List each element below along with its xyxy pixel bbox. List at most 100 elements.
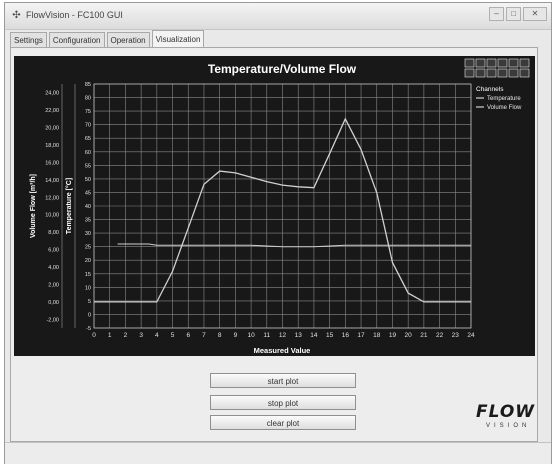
x-tick-label: 10 [247, 332, 255, 339]
flow-tick-label: 24,00 [45, 91, 59, 97]
x-tick-label: 12 [279, 332, 287, 339]
x-tick-label: 24 [467, 332, 475, 339]
x-axis-label: Measured Value [254, 346, 311, 355]
temperature-tick-label: 0 [88, 312, 91, 318]
x-tick-label: 3 [139, 332, 143, 339]
x-tick-label: 14 [310, 332, 318, 339]
legend-label: Volume Flow [487, 105, 522, 111]
x-tick-label: 22 [436, 332, 444, 339]
zoom-out-icon [486, 58, 497, 68]
flow-tick-label: 0,00 [48, 300, 59, 306]
flow-tick-label: 22,00 [45, 108, 59, 114]
x-tick-label: 21 [420, 332, 428, 339]
x-tick-label: 15 [326, 332, 334, 339]
app-icon: ✣ [12, 10, 21, 21]
window-controls: – □ ✕ [489, 7, 547, 21]
x-tick-label: 2 [124, 332, 128, 339]
flow-axis-label: Volume Flow [m³/h] [30, 174, 37, 238]
legend-label: Temperature [487, 96, 521, 102]
plot-frame [93, 83, 472, 329]
x-tick-label: 5 [171, 332, 175, 339]
series-line-volume-flow [94, 117, 471, 303]
x-tick-label: 13 [295, 332, 303, 339]
flow-tick-label: 2,00 [48, 282, 59, 288]
x-tick-label: 19 [389, 332, 397, 339]
status-bar [5, 442, 551, 464]
logo-main-text: FLOW [476, 402, 536, 422]
flow-tick-label: 6,00 [48, 248, 59, 254]
flowvision-logo: FLOW VISION [476, 402, 536, 432]
temperature-tick-label: 50 [85, 177, 91, 183]
temperature-tick-label: -5 [86, 326, 91, 332]
x-tick-label: 11 [263, 332, 270, 339]
undo-zoom-icon [497, 68, 508, 78]
temperature-axis-label: Temperature [°C] [65, 178, 73, 234]
temperature-tick-label: 65 [85, 136, 91, 142]
x-tick-label: 23 [452, 332, 460, 339]
flow-tick-label: 12,00 [45, 195, 59, 201]
window-title: FlowVision - FC100 GUI [26, 10, 123, 20]
temperature-tick-label: 55 [85, 163, 91, 169]
tab-operation[interactable]: Operation [106, 32, 150, 47]
flow-tick-label: 14,00 [45, 178, 59, 184]
zoom-in-icon [475, 58, 486, 68]
temperature-tick-label: 40 [85, 204, 91, 210]
pan-icon [497, 58, 508, 68]
chart-area: Temperature/Volume Flow 0 1 2 3 4 5 6 7 8 9 10 11 12 1… [14, 56, 535, 356]
series-line-temperature [117, 243, 471, 248]
zoom-x-icon [475, 68, 486, 78]
flow-tick-label: -2,00 [46, 317, 59, 323]
tab-strip: Settings Configuration Operation Visuali… [10, 30, 206, 47]
temperature-tick-label: 10 [85, 285, 91, 291]
temperature-tick-label: 45 [85, 190, 91, 196]
x-tick-label: 4 [155, 332, 159, 339]
tab-visualization[interactable]: Visualization [151, 30, 205, 47]
legend-title: Channels [476, 86, 504, 93]
start-plot-button[interactable]: start plot [210, 373, 356, 388]
close-icon[interactable]: ✕ [523, 7, 547, 21]
settings-icon [508, 68, 519, 78]
temperature-tick-label: 25 [85, 245, 91, 251]
stop-plot-button[interactable]: stop plot [210, 395, 356, 410]
temperature-tick-label: 5 [88, 299, 91, 305]
add-icon [519, 68, 530, 78]
zoom-y-icon [486, 68, 497, 78]
x-tick-label: 9 [234, 332, 238, 339]
title-bar: ✣ FlowVision - FC100 GUI – □ ✕ [5, 3, 551, 30]
zoom-window-icon [464, 58, 475, 68]
temperature-tick-label: 20 [85, 258, 91, 264]
print-icon [519, 58, 530, 68]
x-tick-label: 18 [373, 332, 381, 339]
x-tick-label: 17 [357, 332, 365, 339]
flow-tick-label: 18,00 [45, 143, 59, 149]
x-tick-label: 8 [218, 332, 222, 339]
flow-tick-label: 20,00 [45, 126, 59, 132]
temperature-tick-label: 30 [85, 231, 91, 237]
temperature-tick-label: 85 [85, 82, 91, 88]
x-tick-label: 1 [108, 332, 112, 339]
tab-settings[interactable]: Settings [10, 32, 47, 47]
temperature-tick-label: 75 [85, 109, 91, 115]
flow-tick-label: 10,00 [45, 213, 59, 219]
x-tick-label: 20 [405, 332, 413, 339]
flow-tick-label: 8,00 [48, 230, 59, 236]
x-tick-label: 16 [342, 332, 350, 339]
minimize-icon[interactable]: – [489, 7, 504, 21]
clear-plot-button[interactable]: clear plot [210, 415, 356, 430]
flow-tick-label: 4,00 [48, 265, 59, 271]
fit-icon [464, 68, 475, 78]
maximize-icon[interactable]: □ [506, 7, 521, 21]
temperature-tick-label: 70 [85, 123, 91, 129]
temperature-tick-label: 35 [85, 218, 91, 224]
save-plot-icon [508, 58, 519, 68]
tab-configuration[interactable]: Configuration [48, 32, 105, 47]
flow-tick-label: 16,00 [45, 160, 59, 166]
x-tick-label: 6 [186, 332, 190, 339]
temperature-tick-label: 15 [85, 272, 91, 278]
temperature-tick-label: 80 [85, 96, 91, 102]
chart-title: Temperature/Volume Flow [208, 62, 357, 76]
temperature-tick-label: 60 [85, 150, 91, 156]
logo-sub-text: VISION [486, 423, 531, 429]
x-tick-label: 7 [202, 332, 206, 339]
